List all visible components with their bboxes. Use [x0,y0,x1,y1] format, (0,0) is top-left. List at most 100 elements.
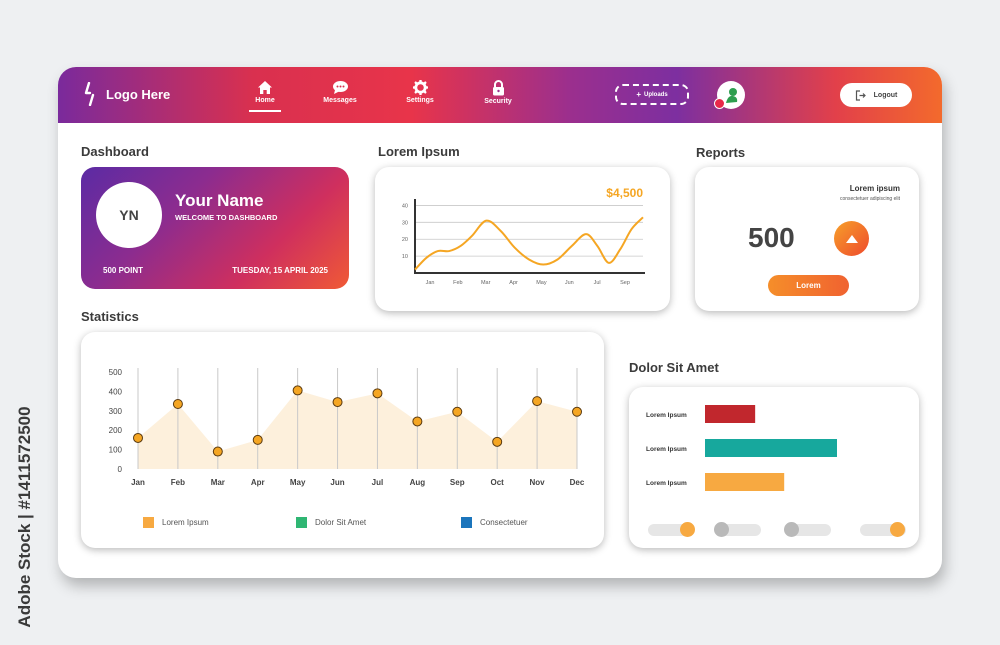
avatar[interactable] [717,81,745,109]
reports-card-title: Lorem ipsum [849,184,900,193]
bar [705,473,785,491]
stats-y-tick: 500 [109,368,123,377]
stats-data-point [172,399,183,410]
legend-consectetuer: Consectetuer [461,517,528,528]
stats-x-tick: Jun [330,478,344,487]
stats-x-tick: Sep [450,478,465,487]
toggle-4-knob [890,522,905,537]
stats-data-point [452,406,463,417]
home-icon [258,81,272,94]
stats-data-point [572,406,582,417]
watermark-text: Adobe Stock | #1411572500 [15,406,34,628]
stats-y-tick: 200 [109,426,123,435]
horizontal-bar-chart: Lorem Ipsum Lorem Ipsum Lorem Ipsum [646,405,837,491]
stats-data-point [133,432,143,443]
toggle-1-knob [680,522,695,537]
stats-x-tick: Nov [530,478,546,487]
chat-icon [332,81,348,94]
line-chart-amount: $4,500 [606,186,643,200]
trend-up-button[interactable] [834,221,869,256]
nav-security-label: Security [484,98,512,105]
stats-data-point [492,436,503,447]
nav-home[interactable]: Home [235,80,295,112]
stats-y-tick: 100 [109,446,123,455]
stats-data-point [212,446,223,457]
stats-data-point [412,416,423,427]
legend-swatch-orange [143,517,154,528]
stats-x-tick: Jan [131,478,145,487]
reports-action-label: Lorem [796,281,821,290]
statistics-area-chart: 500 400 300 200 100 0 Jan Feb Mar Apr May Jun Jul Aug… [109,368,585,487]
line-chart-y-tick: 20 [402,237,408,243]
line-chart-x-tick: Sep [620,280,630,286]
stats-y-tick: 300 [109,407,123,416]
reports-action-button[interactable]: Lorem [768,275,849,296]
nav-settings-label: Settings [406,97,434,104]
logo-mark-icon [84,82,95,106]
profile-name: Your Name [175,191,264,210]
line-chart-series [414,216,644,271]
bar [705,439,837,457]
logout-button[interactable]: Logout [840,83,912,107]
profile-card[interactable]: YN Your Name WELCOME TO DASHBOARD 500 PO… [81,167,349,289]
logout-icon [855,89,866,101]
stats-x-tick: Mar [211,478,225,487]
line-chart-x-tick: Feb [453,280,462,286]
stats-area-fill [138,390,577,469]
stats-x-tick: Dec [570,478,585,487]
line-chart-card: $4,500 40 30 20 10 Jan Feb Mar Apr May Jun Jul Sep [375,167,670,311]
arrow-up-icon [845,234,858,243]
stats-data-point [532,396,543,407]
toggle-1[interactable] [648,522,695,537]
statistics-title: Statistics [81,309,139,324]
bar-label: Lorem Ipsum [646,446,687,453]
line-chart: 40 30 20 10 Jan Feb Mar Apr May Jun Jul Sep [402,199,645,286]
stats-data-point [332,397,343,408]
line-chart-x-tick: May [536,280,547,286]
dashboard-title: Dashboard [81,144,149,159]
toggle-2[interactable] [714,522,761,537]
stats-x-tick: Oct [491,478,505,487]
gear-icon [412,80,428,95]
legend-lorem-ipsum-label: Lorem Ipsum [162,518,209,527]
logo[interactable]: Logo Here [84,82,170,106]
profile-points: 500 POINT [103,266,144,275]
nav-messages-label: Messages [323,97,357,104]
nav-settings[interactable]: Settings [390,80,450,104]
stats-x-tick: Apr [251,478,265,487]
nav-security[interactable]: Security [468,80,528,105]
line-chart-x-tick: Jun [565,280,574,286]
profile-welcome: WELCOME TO DASHBOARD [175,213,278,222]
stats-x-tick: Feb [171,478,185,487]
profile-initials-avatar: YN [96,182,162,248]
stats-y-tick: 400 [109,387,123,396]
nav-home-label: Home [255,97,275,104]
stats-x-tick: Aug [410,478,426,487]
legend-dolor-sit-amet-label: Dolor Sit Amet [315,518,367,527]
statistics-card: 500 400 300 200 100 0 Jan Feb Mar Apr May Jun Jul Aug… [81,332,604,548]
stock-watermark: Adobe Stock | #1411572500 [10,400,40,635]
plus-icon: + [636,90,641,99]
line-chart-x-tick: Mar [481,280,491,286]
lock-icon [492,80,504,96]
notification-dot [714,98,725,109]
lorem-ipsum-title: Lorem Ipsum [378,144,460,159]
bar-label: Lorem Ipsum [646,412,687,419]
reports-title: Reports [696,145,746,160]
top-navigation-bar: Logo Here Home Messages Settings Securit… [58,67,942,123]
uploads-button[interactable]: + Uploads [615,84,689,105]
nav-messages[interactable]: Messages [310,80,370,104]
legend-consectetuer-label: Consectetuer [480,518,528,527]
toggle-4[interactable] [860,522,906,537]
dolor-sit-amet-card: Lorem Ipsum Lorem Ipsum Lorem Ipsum [629,387,919,548]
stats-data-point [372,388,383,399]
legend-dolor-sit-amet: Dolor Sit Amet [296,517,366,528]
stats-x-tick: Jul [372,478,384,487]
logout-label: Logout [873,91,898,99]
uploads-label: Uploads [644,91,668,98]
bar [705,405,756,423]
dolor-sit-amet-title: Dolor Sit Amet [629,360,719,375]
line-chart-x-tick: Jan [426,280,435,286]
legend-lorem-ipsum: Lorem Ipsum [143,517,209,528]
toggle-3[interactable] [784,522,831,537]
